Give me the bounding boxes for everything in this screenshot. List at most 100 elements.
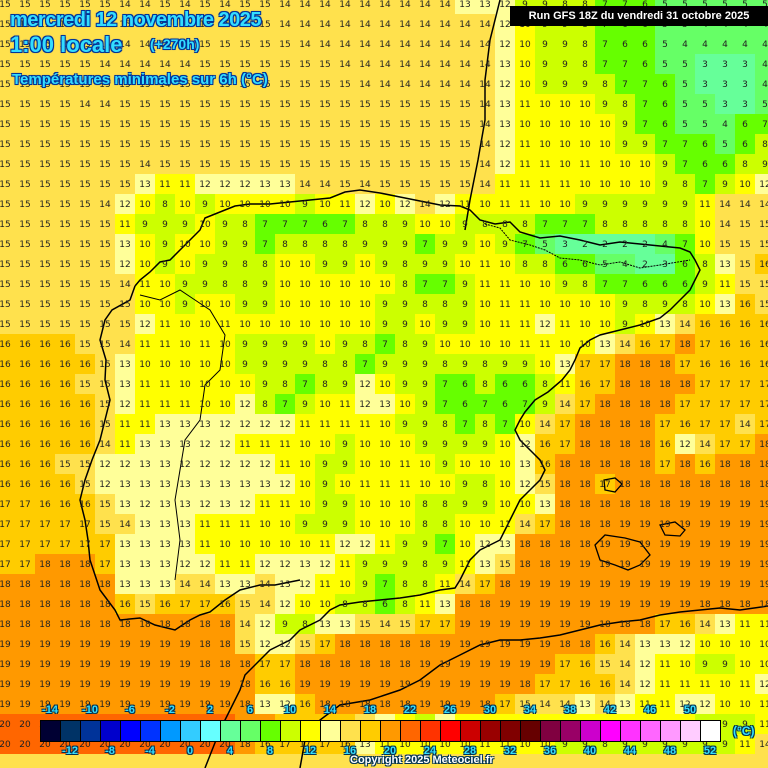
grid-value: 16 bbox=[59, 420, 71, 430]
grid-value: 17 bbox=[259, 660, 271, 670]
grid-value: 9 bbox=[442, 560, 448, 570]
grid-value: 17 bbox=[79, 540, 91, 550]
grid-value: 9 bbox=[422, 380, 428, 390]
grid-value: 9 bbox=[462, 500, 468, 510]
grid-value: 10 bbox=[459, 260, 471, 270]
grid-value: 15 bbox=[459, 180, 471, 190]
grid-value: 15 bbox=[259, 160, 271, 170]
forecast-lead-time: (+270h) bbox=[150, 36, 200, 52]
grid-value: 15 bbox=[399, 140, 411, 150]
grid-value: 15 bbox=[139, 600, 151, 610]
grid-value: 16 bbox=[39, 380, 51, 390]
grid-value: 12 bbox=[259, 560, 271, 570]
grid-value: 14 bbox=[619, 340, 631, 350]
grid-value: 10 bbox=[299, 460, 311, 470]
grid-value: 14 bbox=[719, 200, 731, 210]
grid-value: 17 bbox=[719, 420, 731, 430]
grid-value: 9 bbox=[562, 740, 568, 750]
grid-value: 16 bbox=[119, 600, 131, 610]
grid-value: 14 bbox=[459, 60, 471, 70]
grid-value: 14 bbox=[259, 600, 271, 610]
grid-value: 14 bbox=[239, 620, 251, 630]
grid-value: 14 bbox=[359, 40, 371, 50]
grid-value: 15 bbox=[319, 100, 331, 110]
grid-value: 19 bbox=[299, 680, 311, 690]
grid-value: 10 bbox=[579, 180, 591, 190]
grid-value: 15 bbox=[19, 220, 31, 230]
color-scale-label: 20 bbox=[383, 745, 397, 757]
grid-value: 17 bbox=[699, 340, 711, 350]
grid-value: 19 bbox=[159, 700, 171, 710]
grid-value: 12 bbox=[259, 420, 271, 430]
grid-value: 19 bbox=[459, 620, 471, 630]
grid-value: 14 bbox=[179, 580, 191, 590]
grid-value: 19 bbox=[579, 600, 591, 610]
color-scale-swatch bbox=[261, 721, 281, 741]
run-info-banner: Run GFS 18Z du vendredi 31 octobre 2025 bbox=[510, 6, 768, 26]
grid-value: 7 bbox=[622, 0, 628, 10]
grid-value: 19 bbox=[739, 560, 751, 570]
grid-value: 15 bbox=[79, 340, 91, 350]
grid-value: 13 bbox=[499, 540, 511, 550]
grid-value: 15 bbox=[119, 120, 131, 130]
grid-value: 10 bbox=[199, 220, 211, 230]
grid-value: 10 bbox=[539, 140, 551, 150]
grid-value: 9 bbox=[262, 360, 268, 370]
grid-value: 18 bbox=[419, 640, 431, 650]
grid-value: 15 bbox=[59, 260, 71, 270]
grid-value: 19 bbox=[379, 680, 391, 690]
grid-value: 14 bbox=[539, 420, 551, 430]
grid-value: 9 bbox=[382, 560, 388, 570]
grid-value: 9 bbox=[382, 320, 388, 330]
grid-value: 12 bbox=[259, 620, 271, 630]
grid-value: 10 bbox=[359, 460, 371, 470]
grid-value: 10 bbox=[359, 280, 371, 290]
grid-value: 19 bbox=[699, 520, 711, 530]
grid-value: 8 bbox=[262, 260, 268, 270]
grid-value: 15 bbox=[179, 100, 191, 110]
grid-value: 15 bbox=[79, 320, 91, 330]
grid-value: 15 bbox=[59, 0, 71, 10]
grid-value: 13 bbox=[219, 500, 231, 510]
grid-value: 19 bbox=[599, 580, 611, 590]
grid-value: 14 bbox=[319, 180, 331, 190]
grid-value: 15 bbox=[759, 220, 768, 230]
grid-value: 15 bbox=[39, 200, 51, 210]
grid-value: 15 bbox=[0, 100, 11, 110]
grid-value: 10 bbox=[139, 200, 151, 210]
grid-value: 15 bbox=[79, 300, 91, 310]
grid-value: 13 bbox=[619, 700, 631, 710]
color-scale-swatch bbox=[81, 721, 101, 741]
grid-value: 15 bbox=[459, 120, 471, 130]
grid-value: 15 bbox=[79, 180, 91, 190]
grid-value: 15 bbox=[99, 240, 111, 250]
grid-value: 12 bbox=[199, 180, 211, 190]
grid-value: 10 bbox=[519, 740, 531, 750]
grid-value: 9 bbox=[342, 260, 348, 270]
grid-value: 11 bbox=[199, 540, 211, 550]
grid-value: 7 bbox=[682, 160, 688, 170]
grid-value: 18 bbox=[579, 640, 591, 650]
grid-value: 10 bbox=[299, 440, 311, 450]
grid-value: 15 bbox=[99, 520, 111, 530]
grid-value: 18 bbox=[79, 560, 91, 570]
grid-value: 15 bbox=[299, 140, 311, 150]
grid-value: 16 bbox=[0, 340, 11, 350]
grid-value: 16 bbox=[739, 320, 751, 330]
grid-value: 11 bbox=[339, 420, 351, 430]
grid-value: 9 bbox=[162, 220, 168, 230]
grid-value: 10 bbox=[539, 280, 551, 290]
grid-value: 13 bbox=[119, 240, 131, 250]
grid-value: 2 bbox=[642, 240, 648, 250]
grid-value: 17 bbox=[739, 400, 751, 410]
grid-value: 11 bbox=[319, 420, 331, 430]
grid-value: 14 bbox=[379, 40, 391, 50]
grid-value: 14 bbox=[479, 180, 491, 190]
color-scale-label: -2 bbox=[165, 704, 175, 716]
grid-value: 6 bbox=[622, 40, 628, 50]
grid-value: 10 bbox=[279, 540, 291, 550]
grid-value: 17 bbox=[19, 560, 31, 570]
grid-value: 19 bbox=[19, 660, 31, 670]
grid-value: 18 bbox=[679, 480, 691, 490]
grid-value: 15 bbox=[19, 80, 31, 90]
